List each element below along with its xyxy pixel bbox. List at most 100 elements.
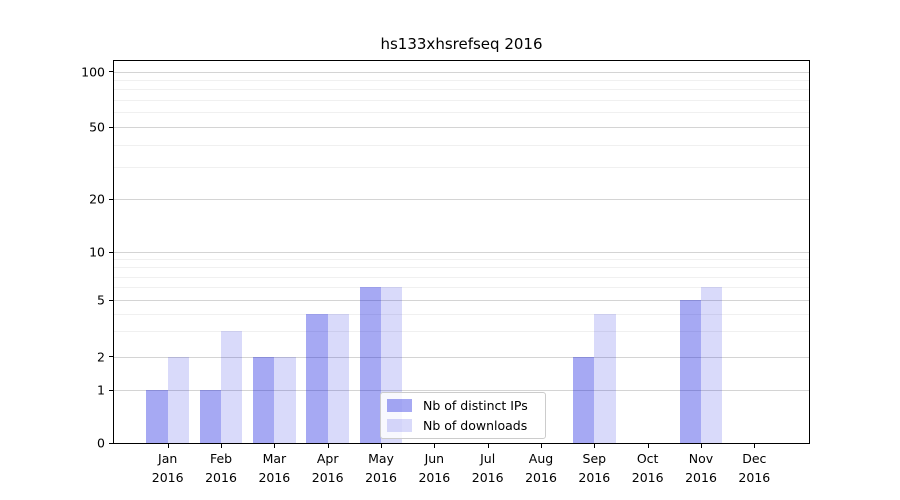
- x-tick-mark-jul: [487, 444, 489, 448]
- bar-ips-sep: [573, 356, 595, 443]
- x-tick-year: 2016: [311, 470, 344, 485]
- x-tick-month: Aug: [528, 451, 554, 466]
- y-tick-mark-20: [109, 198, 113, 200]
- x-tick-month: Feb: [209, 451, 233, 466]
- y-tick-label-20: 20: [89, 191, 105, 207]
- x-tick-label-apr: Apr 2016: [312, 449, 344, 487]
- y-tick-mark-100: [109, 71, 113, 72]
- gridline-minor-7: [114, 276, 809, 278]
- y-tick-mark-50: [109, 126, 113, 128]
- x-tick-mark-apr: [327, 444, 329, 448]
- bar-downloads-apr: [327, 313, 349, 443]
- x-tick-mark-feb: [221, 444, 223, 448]
- x-tick-label-jul: Jul 2016: [472, 449, 504, 487]
- gridline-minor-4: [114, 313, 809, 315]
- x-tick-mark-aug: [541, 444, 542, 448]
- y-tick-label-50: 50: [89, 119, 105, 135]
- gridline-minor-90: [114, 79, 809, 81]
- x-tick-year: 2016: [205, 470, 237, 485]
- x-tick-month: Oct: [636, 451, 659, 466]
- y-tick-label-5: 5: [97, 292, 105, 308]
- x-tick-mark-nov: [701, 444, 702, 448]
- bar-ips-feb: [199, 390, 222, 443]
- x-tick-mark-may: [381, 444, 383, 448]
- y-tick-label-100: 100: [81, 64, 105, 79]
- x-tick-year: 2016: [631, 470, 664, 485]
- x-tick-year: 2016: [685, 470, 717, 485]
- bar-downloads-mar: [274, 356, 296, 443]
- x-tick-month: Apr: [316, 451, 339, 466]
- legend-swatch-light: [387, 419, 412, 432]
- gridline-major-2: [114, 356, 809, 358]
- legend-swatch-dark: [387, 399, 412, 412]
- x-tick-label-sep: Sep 2016: [578, 449, 610, 487]
- legend-label: Nb of distinct IPs: [423, 398, 528, 413]
- x-tick-label-jan: Jan 2016: [152, 449, 184, 487]
- x-tick-year: 2016: [365, 470, 397, 485]
- x-tick-label-dec: Dec 2016: [738, 449, 770, 487]
- x-tick-mark-sep: [594, 444, 596, 448]
- bar-ips-apr: [306, 313, 328, 443]
- gridline-major-5: [114, 300, 809, 301]
- x-tick-label-feb: Feb 2016: [205, 449, 237, 487]
- y-tick-label-10: 10: [89, 244, 105, 260]
- y-tick-label-2: 2: [97, 349, 105, 364]
- bar-ips-jan: [146, 390, 168, 443]
- y-tick-label-0: 0: [97, 435, 105, 451]
- bar-ips-mar: [253, 356, 275, 443]
- x-tick-label-mar: Mar 2016: [258, 449, 290, 487]
- x-tick-year: 2016: [151, 470, 184, 485]
- x-tick-label-may: May 2016: [365, 449, 397, 487]
- legend-item-distinct-ips: Nb of distinct IPs: [387, 398, 538, 413]
- chart-title: hs133xhsrefseq 2016: [380, 35, 543, 53]
- gridline-major-50: [114, 127, 809, 128]
- gridline-major-10: [114, 252, 809, 253]
- bar-ips-may: [359, 287, 382, 443]
- gridline-major-100: [114, 71, 809, 73]
- bar-downloads-sep: [594, 313, 616, 443]
- bar-ips-nov: [679, 300, 701, 443]
- y-tick-label-1: 1: [97, 382, 105, 398]
- y-tick-mark-0: [109, 442, 113, 444]
- x-tick-mark-mar: [274, 444, 276, 448]
- x-tick-year: 2016: [738, 470, 771, 485]
- x-tick-mark-jun: [434, 444, 436, 448]
- gridline-minor-8: [114, 267, 809, 269]
- x-tick-month: May: [368, 451, 394, 466]
- gridline-minor-80: [114, 89, 809, 91]
- y-tick-mark-1: [109, 389, 113, 391]
- x-tick-month: Jul: [480, 451, 496, 466]
- x-tick-year: 2016: [525, 470, 557, 485]
- x-tick-label-aug: Aug 2016: [525, 449, 557, 487]
- x-tick-month: Jan: [158, 451, 178, 466]
- x-tick-month: Dec: [742, 451, 767, 466]
- y-tick-mark-5: [109, 299, 113, 301]
- x-tick-label-oct: Oct 2016: [632, 449, 664, 487]
- gridline-minor-60: [114, 112, 809, 114]
- x-tick-year: 2016: [471, 470, 504, 485]
- x-tick-month: Jun: [424, 451, 445, 466]
- x-tick-mark-jan: [167, 444, 169, 448]
- legend-label: Nb of downloads: [423, 418, 528, 433]
- gridline-minor-30: [114, 167, 809, 169]
- plot-area: 0 1 2 5 10 20 50 100 Jan 2016 Feb 2016 Mar 2016 Apr 201…: [81, 60, 810, 485]
- legend-item-downloads: Nb of downloads: [387, 418, 538, 433]
- x-tick-year: 2016: [258, 470, 291, 485]
- legend: Nb of distinct IPs Nb of downloads: [380, 392, 546, 439]
- gridline-minor-70: [114, 100, 809, 102]
- x-tick-label-jun: Jun 2016: [418, 449, 450, 487]
- gridline-major-20: [114, 199, 809, 200]
- gridline-minor-3: [114, 331, 809, 333]
- bar-downloads-feb: [221, 331, 243, 443]
- x-tick-month: Sep: [582, 451, 607, 466]
- gridline-major-1: [114, 390, 809, 391]
- x-tick-month: Nov: [688, 451, 714, 466]
- x-tick-mark-oct: [647, 444, 649, 448]
- y-tick-mark-10: [109, 251, 113, 253]
- gridline-minor-6: [114, 287, 809, 289]
- bar-downloads-nov: [701, 287, 723, 443]
- bar-downloads-jan: [167, 356, 189, 443]
- gridline-minor-40: [114, 144, 809, 146]
- x-tick-label-nov: Nov 2016: [685, 449, 717, 487]
